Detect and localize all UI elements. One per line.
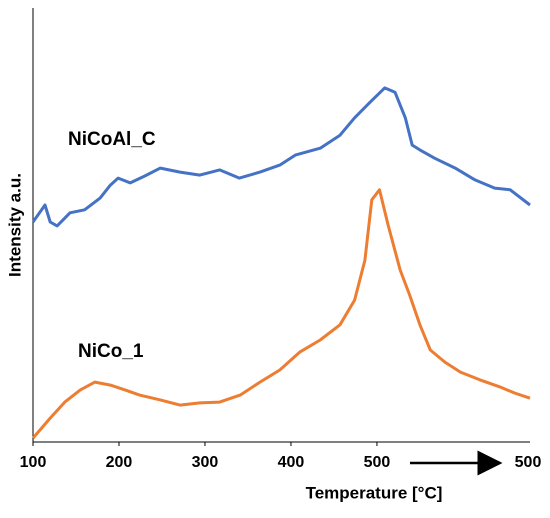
y-axis-title: Intensity a.u.: [5, 173, 24, 277]
series-line: [31, 86, 531, 228]
x-tick-label: 400: [278, 454, 305, 471]
x-axis-title: Temperature [°C]: [306, 483, 443, 502]
x-tick-label: 200: [106, 454, 133, 471]
series-label: NiCo_1: [78, 341, 144, 362]
x-tick-label: 500: [364, 454, 391, 471]
x-tick-label: 100: [20, 454, 47, 471]
isothermal-label: 500: [515, 454, 542, 471]
series-label: NiCoAl_C: [68, 129, 156, 150]
x-tick-label: 300: [192, 454, 219, 471]
series-line: [31, 188, 531, 440]
